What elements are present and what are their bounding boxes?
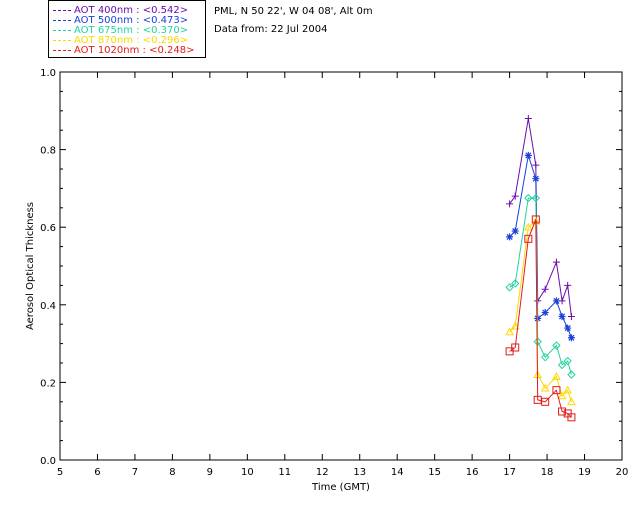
y-axis-label: Aerosol Optical Thickness bbox=[25, 202, 36, 330]
data-point bbox=[557, 360, 567, 370]
data-point bbox=[511, 227, 519, 235]
series-line bbox=[509, 197, 572, 375]
data-point bbox=[567, 397, 576, 406]
legend-label: AOT 500nm : <0.473> bbox=[74, 15, 189, 26]
x-tick-label: 5 bbox=[57, 467, 63, 478]
y-tick-label: 0.4 bbox=[40, 301, 56, 312]
y-tick-label: 0.2 bbox=[40, 378, 56, 389]
legend: AOT 400nm : <0.542> AOT 500nm : <0.473> … bbox=[48, 0, 206, 58]
data-point bbox=[552, 386, 561, 395]
data-point bbox=[564, 281, 572, 289]
legend-swatch bbox=[53, 49, 71, 51]
data-point bbox=[540, 352, 550, 362]
x-tick-label: 7 bbox=[132, 467, 138, 478]
data-point bbox=[567, 370, 576, 379]
data-point bbox=[558, 312, 566, 320]
x-tick-label: 19 bbox=[578, 467, 591, 478]
data-point bbox=[506, 233, 514, 241]
x-tick-label: 9 bbox=[207, 467, 213, 478]
legend-item-870nm: AOT 870nm : <0.296> bbox=[53, 34, 188, 48]
legend-label: AOT 1020nm : <0.248> bbox=[74, 45, 195, 56]
data-point bbox=[511, 192, 519, 200]
data-point bbox=[541, 397, 550, 406]
legend-swatch bbox=[53, 29, 71, 31]
y-tick-label: 0.8 bbox=[40, 146, 56, 157]
data-point bbox=[552, 341, 561, 350]
data-point bbox=[567, 334, 575, 342]
x-tick-label: 11 bbox=[278, 467, 291, 478]
x-tick-label: 8 bbox=[169, 467, 175, 478]
data-point bbox=[563, 385, 573, 394]
legend-item-400nm: AOT 400nm : <0.542> bbox=[53, 4, 188, 18]
x-tick-label: 18 bbox=[541, 467, 554, 478]
legend-swatch bbox=[53, 39, 71, 41]
data-point bbox=[505, 327, 514, 336]
data-point bbox=[531, 215, 540, 224]
data-point bbox=[511, 279, 520, 288]
data-point bbox=[532, 175, 540, 183]
data-point bbox=[510, 321, 520, 330]
site-info: PML, N 50 22', W 04 08', Alt 0m bbox=[214, 6, 373, 17]
x-tick-label: 13 bbox=[353, 467, 366, 478]
data-point bbox=[524, 151, 532, 159]
data-point bbox=[541, 285, 549, 293]
data-point bbox=[567, 312, 575, 320]
series-line bbox=[509, 118, 572, 317]
data-point bbox=[531, 193, 541, 203]
data-point bbox=[552, 372, 561, 380]
data-point bbox=[567, 413, 576, 422]
x-tick-label: 12 bbox=[316, 467, 329, 478]
x-tick-label: 20 bbox=[616, 467, 629, 478]
data-point bbox=[564, 324, 572, 332]
legend-label: AOT 400nm : <0.542> bbox=[74, 5, 189, 16]
y-tick-label: 0.0 bbox=[40, 456, 56, 467]
data-point bbox=[524, 234, 533, 243]
date-info: Data from: 22 Jul 2004 bbox=[214, 24, 328, 35]
y-tick-label: 0.6 bbox=[40, 223, 56, 234]
legend-swatch bbox=[53, 9, 71, 11]
x-tick-label: 17 bbox=[503, 467, 516, 478]
legend-label: AOT 675nm : <0.370> bbox=[74, 25, 189, 36]
data-point bbox=[524, 193, 533, 203]
data-point bbox=[524, 115, 532, 123]
legend-swatch bbox=[53, 19, 71, 21]
data-point bbox=[563, 356, 572, 366]
x-tick-label: 14 bbox=[391, 467, 404, 478]
x-tick-label: 6 bbox=[94, 467, 100, 478]
data-point bbox=[557, 391, 567, 400]
data-point bbox=[558, 407, 567, 416]
x-axis-label: Time (GMT) bbox=[311, 482, 370, 493]
series-line bbox=[509, 220, 572, 402]
x-tick-label: 15 bbox=[428, 467, 441, 478]
x-tick-label: 10 bbox=[241, 467, 254, 478]
legend-label: AOT 870nm : <0.296> bbox=[74, 35, 189, 46]
data-point bbox=[506, 200, 514, 208]
data-point bbox=[540, 383, 550, 392]
data-point bbox=[552, 297, 560, 305]
data-point bbox=[532, 161, 540, 169]
legend-item-1020nm: AOT 1020nm : <0.248> bbox=[53, 44, 194, 58]
data-point bbox=[552, 258, 560, 266]
series-line bbox=[509, 155, 572, 338]
data-point bbox=[511, 343, 520, 352]
data-point bbox=[523, 222, 533, 231]
y-tick-label: 1.0 bbox=[40, 68, 56, 79]
x-tick-label: 16 bbox=[466, 467, 479, 478]
legend-item-500nm: AOT 500nm : <0.473> bbox=[53, 14, 188, 28]
data-point bbox=[505, 283, 514, 292]
legend-item-675nm: AOT 675nm : <0.370> bbox=[53, 24, 188, 38]
data-point bbox=[541, 309, 549, 317]
